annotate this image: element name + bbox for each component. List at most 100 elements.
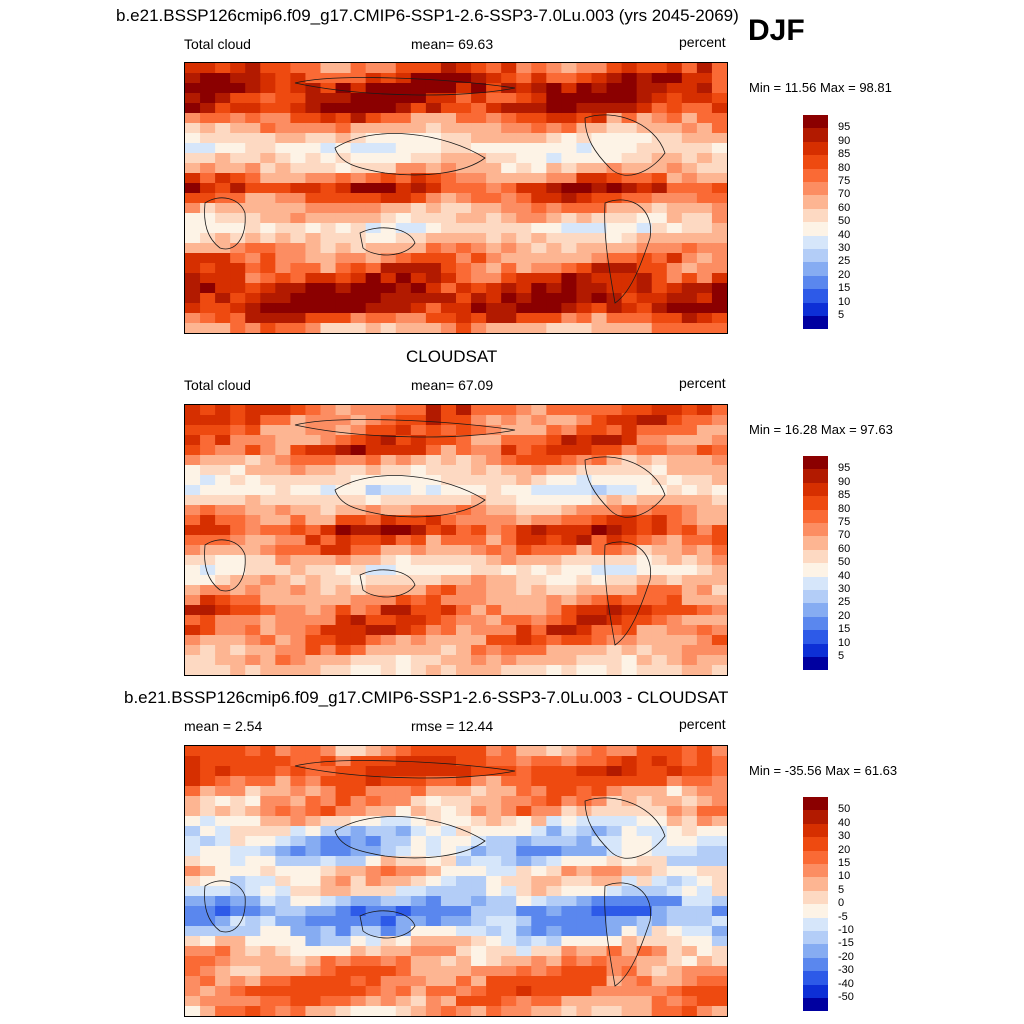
map-field-cell bbox=[471, 926, 487, 937]
map-field-cell bbox=[275, 405, 291, 416]
map-field-cell bbox=[546, 73, 562, 84]
map-field-cell bbox=[636, 163, 653, 174]
map-field-cell bbox=[245, 293, 261, 304]
map-field-cell bbox=[591, 545, 608, 556]
map-field-cell bbox=[501, 83, 517, 94]
map-field-cell bbox=[486, 625, 502, 636]
map-field-cell bbox=[410, 826, 427, 837]
map-field-cell bbox=[681, 946, 698, 957]
map-field-cell bbox=[696, 465, 713, 476]
map-field-cell bbox=[410, 233, 427, 244]
map-field-cell bbox=[365, 535, 382, 546]
map-field-cell bbox=[305, 906, 322, 917]
map-field-cell bbox=[486, 505, 502, 516]
map-field-cell bbox=[546, 415, 562, 426]
map-field-cell bbox=[185, 303, 201, 314]
map-field-cell bbox=[651, 93, 668, 104]
map-field-cell bbox=[606, 866, 623, 877]
map-field-cell bbox=[516, 113, 532, 124]
map-field-cell bbox=[395, 605, 412, 616]
map-field-cell bbox=[666, 545, 683, 556]
map-field-cell bbox=[591, 283, 608, 294]
map-field-cell bbox=[395, 866, 412, 877]
map-field-cell bbox=[365, 595, 382, 606]
map-field-cell bbox=[275, 786, 291, 797]
map-field-cell bbox=[696, 806, 713, 817]
map-field-cell bbox=[350, 475, 367, 486]
map-field-cell bbox=[395, 63, 412, 74]
map-field-cell bbox=[591, 83, 608, 94]
map-field-cell bbox=[245, 93, 261, 104]
map-field-cell bbox=[516, 223, 532, 234]
map-field-cell bbox=[215, 806, 231, 817]
map-field-cell bbox=[486, 143, 502, 154]
map-field-cell bbox=[290, 645, 307, 656]
map-field-cell bbox=[230, 213, 246, 224]
map-field-cell bbox=[260, 786, 276, 797]
map-field-cell bbox=[576, 113, 593, 124]
map-field-cell bbox=[561, 605, 578, 616]
coastline bbox=[359, 910, 416, 939]
map-field-cell bbox=[290, 273, 307, 284]
map-field-cell bbox=[275, 485, 291, 496]
map-field-cell bbox=[410, 133, 427, 144]
map-field-cell bbox=[531, 806, 547, 817]
map-field-cell bbox=[350, 203, 367, 214]
map-field-cell bbox=[531, 946, 547, 957]
map-field-cell bbox=[440, 283, 457, 294]
map-field-cell bbox=[471, 515, 487, 526]
map-field-cell bbox=[561, 786, 578, 797]
map-field-cell bbox=[185, 505, 201, 516]
map-field-cell bbox=[215, 143, 231, 154]
map-field-cell bbox=[260, 906, 276, 917]
map-field-cell bbox=[471, 876, 487, 887]
map-field-cell bbox=[275, 896, 291, 907]
colorbar-cell bbox=[803, 496, 828, 510]
map-field-cell bbox=[215, 153, 231, 164]
colorbar-cell bbox=[803, 509, 828, 523]
map-field-cell bbox=[591, 555, 608, 566]
map-field-cell bbox=[350, 455, 367, 466]
map-field-cell bbox=[576, 233, 593, 244]
map-field-cell bbox=[696, 475, 713, 486]
map-field-cell bbox=[260, 585, 276, 596]
map-field-cell bbox=[546, 253, 562, 264]
map-field-cell bbox=[200, 876, 216, 887]
map-field-cell bbox=[561, 806, 578, 817]
map-field-cell bbox=[290, 323, 307, 333]
map-field-cell bbox=[365, 836, 382, 847]
map-field-cell bbox=[335, 303, 352, 314]
map-field-cell bbox=[621, 846, 638, 857]
map-field-cell bbox=[561, 946, 578, 957]
map-field-cell bbox=[260, 665, 276, 675]
map-field-cell bbox=[335, 766, 352, 777]
map-field-cell bbox=[350, 916, 367, 927]
map-field-cell bbox=[651, 163, 668, 174]
map-field-cell bbox=[200, 936, 216, 947]
map-field-cell bbox=[440, 293, 457, 304]
map-field-cell bbox=[440, 585, 457, 596]
map-field-cell bbox=[591, 896, 608, 907]
map-field-cell bbox=[471, 475, 487, 486]
map-field-cell bbox=[561, 525, 578, 536]
map-field-cell bbox=[696, 193, 713, 204]
map-field-cell bbox=[531, 625, 547, 636]
map-field-cell bbox=[621, 253, 638, 264]
map-field-cell bbox=[230, 986, 246, 997]
map-field-cell bbox=[546, 283, 562, 294]
map-field-cell bbox=[215, 746, 231, 757]
map-field-cell bbox=[230, 73, 246, 84]
map-field-cell bbox=[290, 545, 307, 556]
map-field-cell bbox=[531, 826, 547, 837]
map-field-cell bbox=[335, 575, 352, 586]
map-field-cell bbox=[471, 595, 487, 606]
map-field-cell bbox=[606, 193, 623, 204]
map-field-cell bbox=[230, 525, 246, 536]
map-field-cell bbox=[365, 153, 382, 164]
map-field-cell bbox=[275, 856, 291, 867]
map-field-cell bbox=[290, 866, 307, 877]
map-field-cell bbox=[591, 243, 608, 254]
map-field-cell bbox=[395, 946, 412, 957]
map-field-cell bbox=[456, 926, 472, 937]
map-field-cell bbox=[606, 926, 623, 937]
